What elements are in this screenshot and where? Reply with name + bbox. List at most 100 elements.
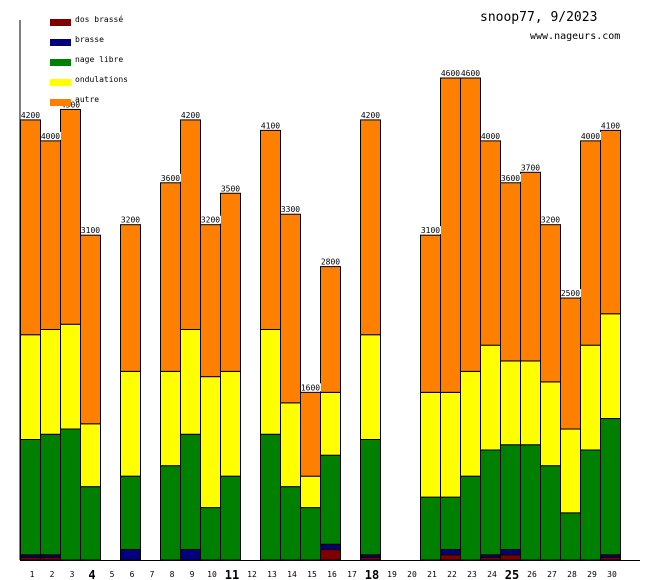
bar-segment-autre-day-24 xyxy=(480,140,501,346)
total-label-bg xyxy=(181,110,201,119)
bar-segment-nage-libre-day-14 xyxy=(280,486,301,561)
bar-segment-brasse-day-6 xyxy=(120,549,141,561)
bar-segment-ondulations-day-18 xyxy=(360,334,381,440)
bar-segment-nage-libre-day-15 xyxy=(300,507,321,561)
total-label-bg xyxy=(541,215,561,224)
bar-segment-nage-libre-day-4 xyxy=(80,486,101,561)
x-tick-label-12: 12 xyxy=(247,570,257,579)
bar-segment-autre-day-23 xyxy=(460,77,481,372)
bar-segment-ondulations-day-29 xyxy=(580,344,601,451)
x-tick-label-16: 16 xyxy=(327,570,337,579)
total-label-day-9: 4200 xyxy=(181,111,200,120)
total-label-day-2: 4000 xyxy=(41,132,60,141)
bar-segment-ondulations-day-24 xyxy=(480,344,501,451)
bar-segment-nage-libre-day-26 xyxy=(520,444,541,561)
x-tick-label-24: 24 xyxy=(487,570,497,579)
bar-segment-autre-day-9 xyxy=(180,119,201,330)
bar-segment-autre-day-13 xyxy=(260,129,281,330)
legend-label: autre xyxy=(75,95,100,104)
x-tick-label-26: 26 xyxy=(527,570,537,579)
bar-segment-ondulations-day-11 xyxy=(220,370,241,477)
x-tick-label-20: 20 xyxy=(407,570,417,579)
total-label-bg xyxy=(501,173,521,182)
bar-segment-ondulations-day-27 xyxy=(540,381,561,467)
total-label-bg xyxy=(81,226,101,235)
bar-segment-ondulations-day-8 xyxy=(160,370,181,467)
bar-segment-autre-day-28 xyxy=(560,297,581,430)
bar-segment-autre-day-18 xyxy=(360,119,381,336)
legend-swatch xyxy=(50,79,71,86)
bar-segment-autre-day-22 xyxy=(440,77,461,393)
bar-segment-nage-libre-day-6 xyxy=(120,475,141,551)
legend-swatch xyxy=(50,39,71,46)
total-label-bg xyxy=(301,383,321,392)
total-label-bg xyxy=(461,69,481,77)
legend-label: ondulations xyxy=(75,75,128,84)
bar-segment-autre-day-27 xyxy=(540,224,561,383)
x-tick-label-29: 29 xyxy=(587,570,597,579)
bar-segment-dos-brasse-day-25 xyxy=(500,554,521,561)
x-tick-label-5: 5 xyxy=(110,570,115,579)
bar-segment-ondulations-day-9 xyxy=(180,328,201,435)
bar-segment-nage-libre-day-29 xyxy=(580,449,601,561)
total-label-day-8: 3600 xyxy=(161,174,180,183)
total-label-day-22: 4600 xyxy=(441,69,460,78)
total-label-day-10: 3200 xyxy=(201,216,220,225)
total-label-day-4: 3100 xyxy=(81,226,100,235)
x-tick-label-15: 15 xyxy=(307,570,317,579)
legend-label: brasse xyxy=(75,35,104,44)
x-tick-label-14: 14 xyxy=(287,570,297,579)
bar-segment-autre-day-3 xyxy=(60,108,81,325)
total-label-day-18: 4200 xyxy=(361,111,380,120)
bar-segment-ondulations-day-28 xyxy=(560,428,581,514)
x-tick-label-9: 9 xyxy=(190,570,195,579)
bar-segment-brasse-day-22 xyxy=(440,549,461,556)
bar-segment-nage-libre-day-3 xyxy=(60,428,81,561)
x-tick-label-6: 6 xyxy=(130,570,135,579)
site-url: www.nageurs.com xyxy=(530,31,621,42)
bar-segment-autre-day-21 xyxy=(420,234,441,393)
total-label-bg xyxy=(521,163,541,172)
total-label-day-23: 4600 xyxy=(461,69,480,78)
total-label-bg xyxy=(321,257,341,266)
x-tick-label-4: 4 xyxy=(88,568,95,580)
x-tick-label-11: 11 xyxy=(225,568,239,580)
total-label-day-21: 3100 xyxy=(421,226,440,235)
bar-segment-nage-libre-day-16 xyxy=(320,454,341,545)
bar-segment-brasse-day-25 xyxy=(500,549,521,556)
total-label-day-6: 3200 xyxy=(121,216,140,225)
total-label-bg xyxy=(21,110,41,119)
bar-segment-ondulations-day-1 xyxy=(20,334,41,440)
bar-segment-ondulations-day-15 xyxy=(300,475,321,509)
bar-segment-autre-day-2 xyxy=(40,140,61,330)
legend-label: nage libre xyxy=(75,55,124,64)
bar-segment-ondulations-day-21 xyxy=(420,391,441,498)
bar-segment-nage-libre-day-27 xyxy=(540,465,561,561)
bar-segment-nage-libre-day-18 xyxy=(360,439,381,556)
total-label-bg xyxy=(121,215,141,224)
bar-segment-nage-libre-day-2 xyxy=(40,433,61,556)
total-label-bg xyxy=(581,131,601,140)
bar-segment-nage-libre-day-25 xyxy=(500,444,521,551)
total-label-day-29: 4000 xyxy=(581,132,600,141)
x-tick-label-3: 3 xyxy=(70,570,75,579)
total-label-bg xyxy=(41,131,61,140)
bar-segment-autre-day-1 xyxy=(20,119,41,336)
total-label-day-16: 2800 xyxy=(321,258,340,267)
total-label-day-11: 3500 xyxy=(221,184,240,193)
bar-segment-ondulations-day-23 xyxy=(460,370,481,477)
bar-segment-ondulations-day-14 xyxy=(280,402,301,488)
x-tick-label-23: 23 xyxy=(467,570,477,579)
bar-segment-nage-libre-day-22 xyxy=(440,496,461,551)
bar-segment-autre-day-16 xyxy=(320,266,341,393)
bar-segment-nage-libre-day-24 xyxy=(480,449,501,556)
total-label-bg xyxy=(201,215,221,224)
bar-segment-autre-day-6 xyxy=(120,224,141,372)
total-label-day-26: 3700 xyxy=(521,163,540,172)
x-tick-label-25: 25 xyxy=(505,568,519,580)
bar-segment-autre-day-4 xyxy=(80,234,101,425)
total-label-day-24: 4000 xyxy=(481,132,500,141)
total-label-day-1: 4200 xyxy=(21,111,40,120)
x-tick-label-22: 22 xyxy=(447,570,457,579)
